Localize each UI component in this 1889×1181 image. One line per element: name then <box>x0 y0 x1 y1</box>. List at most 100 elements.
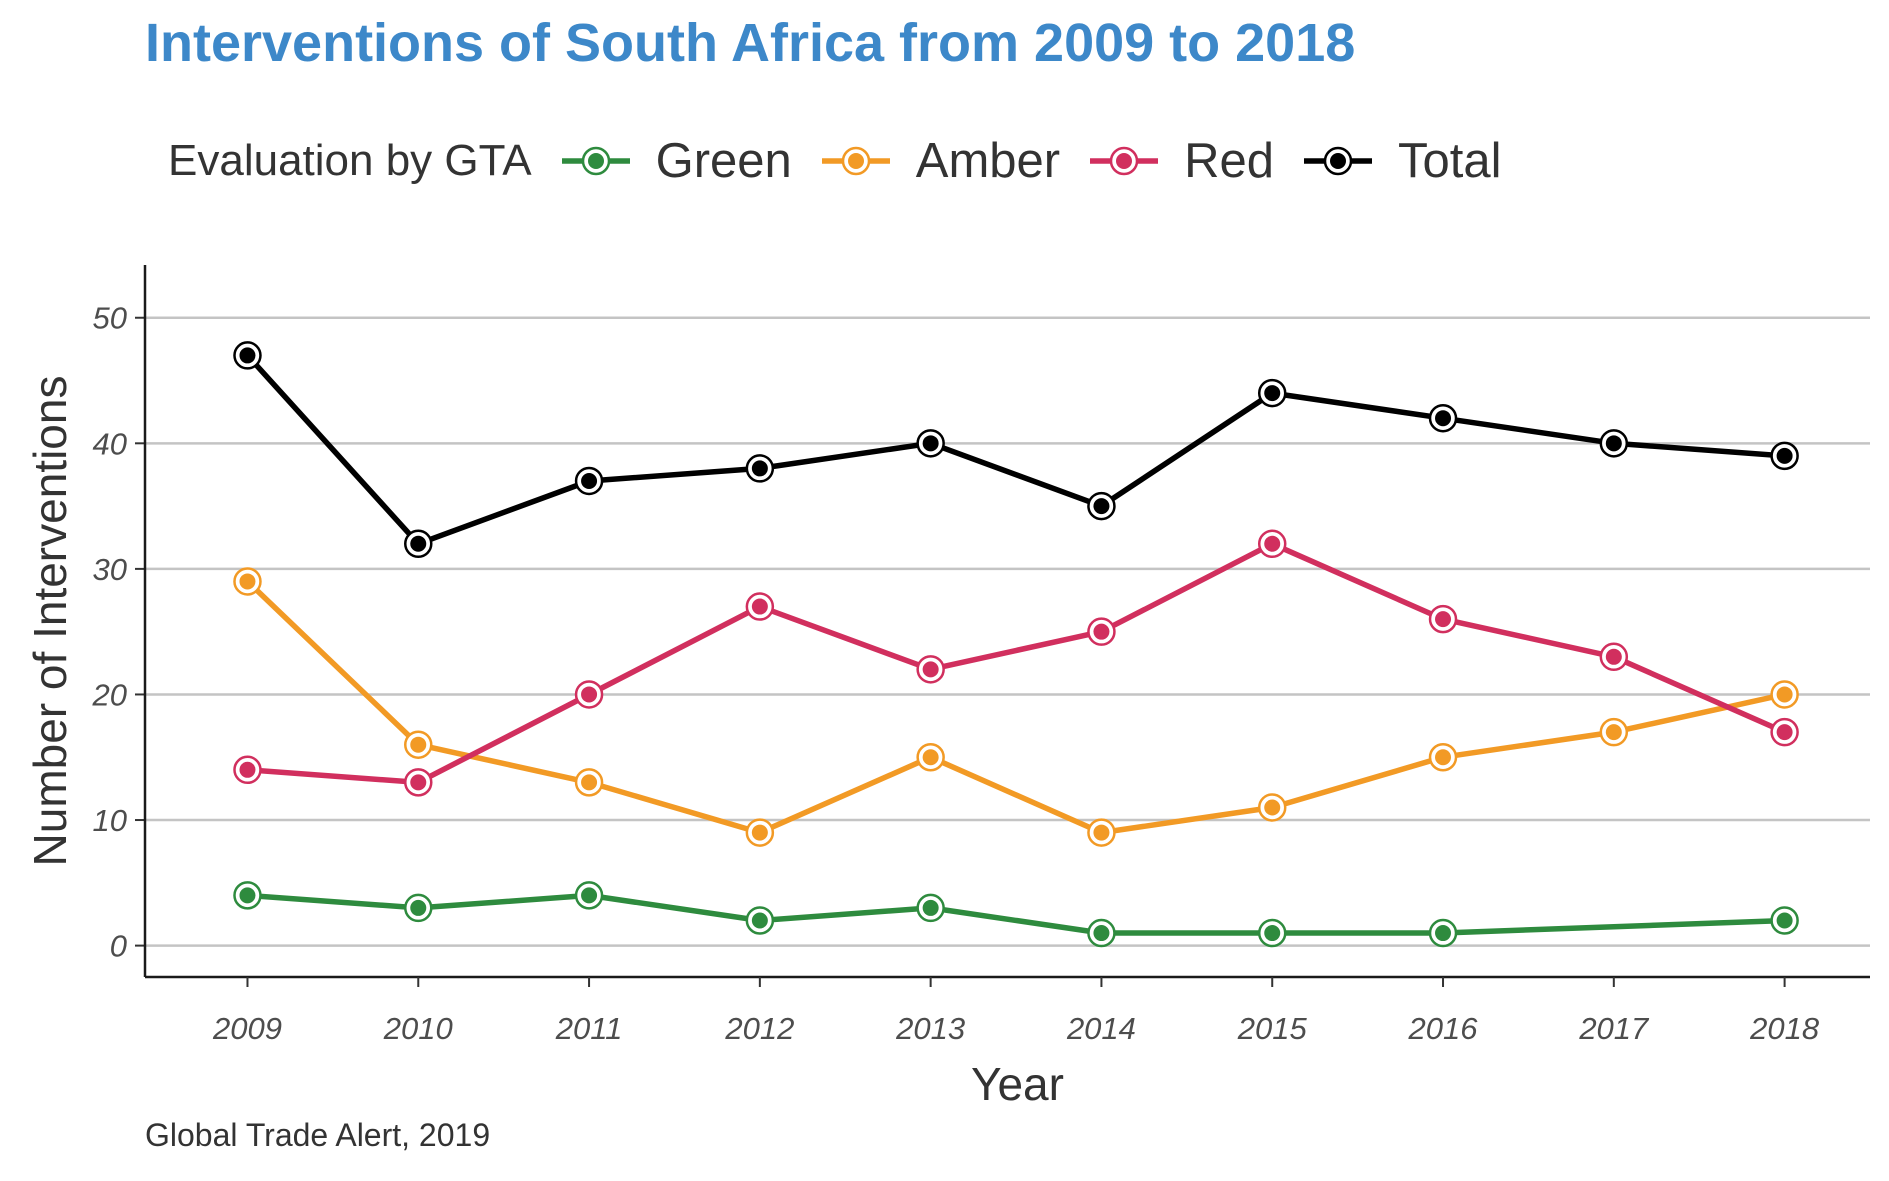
point-dot <box>1435 611 1452 628</box>
legend: Evaluation by GTA Green Amber Red Total <box>168 128 1530 194</box>
data-point-total-2013 <box>916 429 945 458</box>
point-dot <box>1776 724 1793 741</box>
y-tick-label: 30 <box>93 552 127 587</box>
point-dot <box>1776 686 1793 703</box>
legend-key-red <box>1090 146 1159 176</box>
legend-item-amber: Amber <box>820 133 1060 189</box>
chart-caption: Global Trade Alert, 2019 <box>145 1117 491 1153</box>
data-point-red-2009 <box>233 755 262 785</box>
x-tick-label: 2018 <box>1749 1011 1820 1046</box>
data-point-total-2011 <box>574 466 604 496</box>
data-point-red-2017 <box>1599 642 1629 672</box>
point-dot <box>1093 498 1110 515</box>
legend-item-total: Total <box>1302 133 1502 189</box>
point-dot <box>1605 435 1622 452</box>
point-dot <box>1093 623 1110 640</box>
point-dot <box>239 887 256 904</box>
data-point-amber-2009 <box>233 567 262 596</box>
y-tick-label: 20 <box>92 677 127 712</box>
point-dot <box>1264 385 1281 402</box>
point-dot <box>410 774 427 791</box>
y-tick-label: 10 <box>93 803 127 838</box>
point-dot <box>581 686 598 703</box>
x-tick-label: 2015 <box>1237 1011 1308 1046</box>
data-point-red-2015 <box>1257 529 1287 559</box>
point-dot <box>1605 648 1622 665</box>
x-tick-label: 2010 <box>383 1011 453 1046</box>
series-line-amber <box>244 578 1788 836</box>
data-point-total-2009 <box>233 341 262 370</box>
x-tick-label: 2014 <box>1066 1011 1136 1046</box>
y-tick-label: 0 <box>110 929 127 964</box>
data-point-amber-2012 <box>745 818 775 847</box>
x-axis-title: Year <box>971 1058 1064 1110</box>
data-point-amber-2017 <box>1599 717 1629 747</box>
data-point-red-2012 <box>745 592 775 621</box>
legend-key-dot <box>1330 153 1346 169</box>
x-tick-label: 2013 <box>895 1011 965 1046</box>
data-point-total-2010 <box>404 529 433 559</box>
legend-key-dot <box>847 153 864 169</box>
point-dot <box>922 661 939 678</box>
series-green <box>233 881 1799 948</box>
data-point-amber-2010 <box>404 730 433 759</box>
point-dot <box>1264 925 1281 942</box>
point-dot <box>239 761 256 778</box>
point-dot <box>1435 410 1452 427</box>
data-point-green-2018 <box>1770 906 1799 935</box>
point-dot <box>922 749 939 766</box>
point-dot <box>1776 912 1793 929</box>
series-line-red <box>244 541 1788 786</box>
y-tick-label: 40 <box>93 426 127 461</box>
point-dot <box>1093 824 1110 841</box>
point-dot <box>1264 535 1281 552</box>
series-red <box>233 529 1799 797</box>
data-point-total-2016 <box>1428 403 1458 433</box>
legend-key-dot <box>587 153 604 169</box>
legend-key-amber <box>821 146 890 176</box>
data-point-red-2011 <box>574 680 604 709</box>
series-line-green <box>244 892 1788 936</box>
data-point-red-2016 <box>1428 604 1458 634</box>
data-point-total-2012 <box>745 454 775 483</box>
point-dot <box>581 887 598 904</box>
point-dot <box>751 824 768 841</box>
data-point-red-2014 <box>1087 617 1116 646</box>
point-dot <box>410 736 427 753</box>
legend-key-green <box>561 146 630 176</box>
point-dot <box>239 573 256 590</box>
legend-label-amber: Amber <box>915 134 1061 188</box>
legend-label-total: Total <box>1398 134 1502 188</box>
legend-title: Evaluation by GTA <box>168 136 532 185</box>
data-point-amber-2011 <box>574 768 604 797</box>
data-point-red-2018 <box>1770 717 1799 747</box>
chart-title: Interventions of South Africa from 2009 … <box>145 13 1356 73</box>
legend-label-red: Red <box>1184 134 1274 188</box>
legend-key-total <box>1304 146 1372 176</box>
data-point-green-2013 <box>916 893 945 923</box>
data-point-amber-2016 <box>1428 742 1458 772</box>
legend-item-red: Red <box>1088 133 1274 189</box>
point-dot <box>410 535 427 552</box>
point-dot <box>1093 925 1110 942</box>
data-point-green-2016 <box>1428 918 1458 948</box>
data-point-green-2012 <box>745 906 775 935</box>
point-dot <box>410 899 427 916</box>
x-tick-label: 2011 <box>555 1011 623 1046</box>
data-point-green-2010 <box>404 893 433 923</box>
x-tick-label: 2012 <box>724 1011 794 1046</box>
y-tick-label: 50 <box>93 301 127 336</box>
data-point-total-2017 <box>1599 429 1629 458</box>
data-point-green-2009 <box>233 881 262 910</box>
x-tick-label: 2009 <box>212 1011 282 1046</box>
legend-label-green: Green <box>655 134 792 188</box>
series-line-total <box>244 352 1788 547</box>
data-point-amber-2015 <box>1257 793 1287 822</box>
point-dot <box>1605 724 1622 741</box>
x-tick-label: 2017 <box>1578 1011 1650 1046</box>
legend-item-green: Green <box>560 133 792 189</box>
data-point-red-2010 <box>404 768 433 797</box>
data-point-total-2014 <box>1087 491 1116 521</box>
point-dot <box>1776 447 1793 464</box>
